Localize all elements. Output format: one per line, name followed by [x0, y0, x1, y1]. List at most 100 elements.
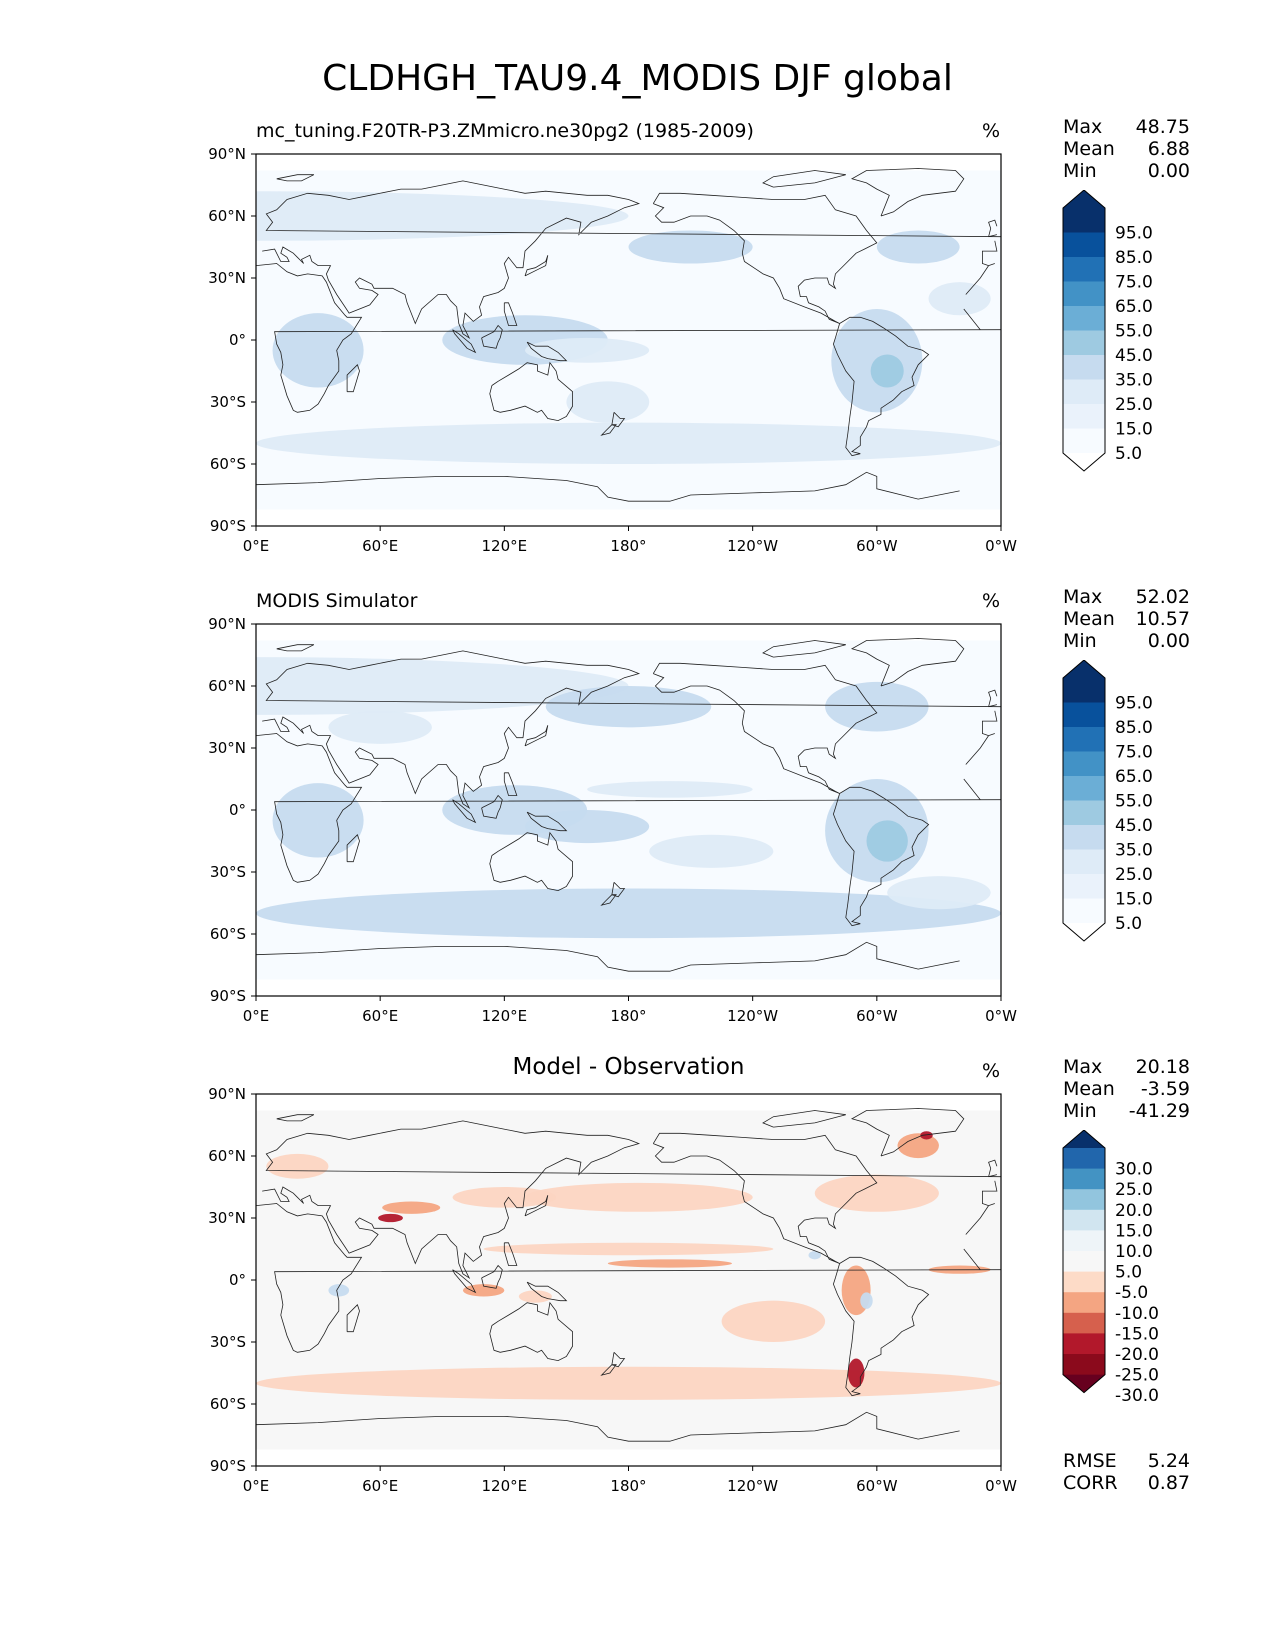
coastline [762, 640, 846, 658]
lat-label: 30°S [210, 1333, 246, 1351]
field-patch [518, 1290, 552, 1303]
stat-mean: Mean -3.59 [1063, 1078, 1190, 1100]
field-patch [256, 1366, 1001, 1400]
lat-label: 30°N [208, 739, 246, 757]
colorbar-label: 10.0 [1115, 1242, 1153, 1262]
coastline [652, 662, 878, 794]
lon-label: 0°E [243, 1007, 270, 1025]
colorbar-segment [1063, 1148, 1105, 1170]
colorbar-label: 85.0 [1115, 718, 1153, 738]
colorbar-segment [1063, 1230, 1105, 1252]
colorbar-label: 25.0 [1115, 865, 1153, 885]
coastline [762, 1110, 846, 1128]
map-background [256, 1094, 1001, 1466]
lon-label: 120°E [482, 537, 528, 555]
coastlines [256, 638, 1001, 972]
field-patch [462, 1284, 505, 1297]
colorbar-label: 5.0 [1115, 444, 1142, 464]
panel-model: mc_tuning.F20TR-P3.ZMmicro.ne30pg2 (1985… [0, 116, 1275, 560]
lon-label: 0°E [243, 537, 270, 555]
coastline [256, 1203, 1001, 1353]
colorbar-label: 35.0 [1115, 371, 1153, 391]
unit-label: % [982, 590, 1001, 612]
stat-min: Min 0.00 [1063, 630, 1190, 652]
lat-label: 0° [229, 331, 246, 349]
coastline [850, 1108, 965, 1157]
no-data-band [256, 154, 1001, 171]
colorbar-extend-bottom [1063, 453, 1105, 471]
lon-label: 0°W [985, 537, 1017, 555]
colorbar-segment [1063, 1189, 1105, 1211]
lon-label: 0°W [985, 1007, 1017, 1025]
colorbar-label: 15.0 [1115, 420, 1153, 440]
field-patch [876, 230, 960, 264]
colorbar-label: 95.0 [1115, 694, 1153, 714]
coastline [489, 831, 573, 892]
field-patch [870, 354, 904, 388]
colorbar-segment [1063, 776, 1105, 801]
stats-box: Max 48.75 Mean 6.88 Min 0.00 [1063, 116, 1190, 182]
colorbar-outline [1062, 1130, 1106, 1394]
colorbar-segment [1063, 898, 1105, 924]
field-patch [525, 810, 650, 844]
field-patch [452, 1187, 557, 1208]
field-patch [860, 1292, 873, 1309]
coastline [262, 180, 1001, 340]
stat-rmse: RMSE 5.24 [1063, 1450, 1190, 1472]
lon-label: 120°E [482, 1477, 528, 1495]
colorbar-label: 75.0 [1115, 743, 1153, 763]
colorbar-segment [1063, 355, 1105, 380]
lon-label: 120°W [727, 1477, 778, 1495]
field-patch [649, 834, 774, 868]
stats-box: Max 20.18 Mean -3.59 Min -41.29 [1063, 1056, 1190, 1122]
field-patch [256, 888, 1001, 939]
map-plot: 90°N 60°N 30°N 0° 30°S 60°S 90°S 0°E 60°E 120°E 18… [208, 615, 1017, 1025]
coastline [481, 794, 503, 819]
field-patch [866, 820, 908, 862]
colorbar-label: 55.0 [1115, 792, 1153, 812]
field-patch [920, 1131, 933, 1140]
colorbar-label: 5.0 [1115, 1263, 1142, 1283]
field-patch [382, 1201, 441, 1214]
colorbar-label: -5.0 [1115, 1283, 1148, 1303]
field-patch [525, 1182, 753, 1212]
colorbar-segment [1063, 1209, 1105, 1231]
colorbar-label: 20.0 [1115, 1201, 1153, 1221]
colorbar-segment [1063, 1271, 1105, 1293]
lat-label: 90°N [208, 1085, 246, 1103]
panel-title: mc_tuning.F20TR-P3.ZMmicro.ne30pg2 (1985… [256, 120, 754, 142]
coastline [276, 1114, 315, 1122]
field-patch [266, 1153, 329, 1179]
coastline [526, 341, 568, 362]
coastline [988, 219, 998, 238]
coastline [489, 1301, 573, 1362]
colorbar-label: 15.0 [1115, 890, 1153, 910]
colorbar: 95.0 85.0 75.0 65.0 55.0 45.0 35.0 25.0 15.0 5.0 [1062, 190, 1153, 472]
coastline [481, 1264, 503, 1289]
coastline [524, 725, 549, 747]
colorbar-segment [1063, 306, 1105, 331]
coastline [652, 1132, 878, 1264]
colorbar-label: -15.0 [1115, 1324, 1159, 1344]
field-patch [814, 1174, 939, 1212]
coastline [276, 174, 315, 182]
colorbar-label: 45.0 [1115, 816, 1153, 836]
panel-title: Model - Observation [512, 1054, 745, 1080]
lat-label: 90°S [210, 517, 246, 535]
colorbar-segment [1063, 281, 1105, 307]
colorbar-label: -30.0 [1115, 1386, 1159, 1406]
coastline [256, 263, 1001, 413]
coastline [526, 1281, 568, 1302]
coastline [452, 799, 477, 824]
field-patch [887, 876, 991, 910]
coastline [262, 1120, 1001, 1280]
lon-label: 0°W [985, 1477, 1017, 1495]
coastline [526, 811, 568, 832]
coastline [452, 1269, 477, 1294]
coastline [988, 689, 998, 708]
lat-label: 60°S [210, 925, 246, 943]
stats-box: Max 52.02 Mean 10.57 Min 0.00 [1063, 586, 1190, 652]
colorbar-label: 45.0 [1115, 346, 1153, 366]
field-patch [328, 1284, 350, 1297]
field-patch [566, 381, 650, 423]
